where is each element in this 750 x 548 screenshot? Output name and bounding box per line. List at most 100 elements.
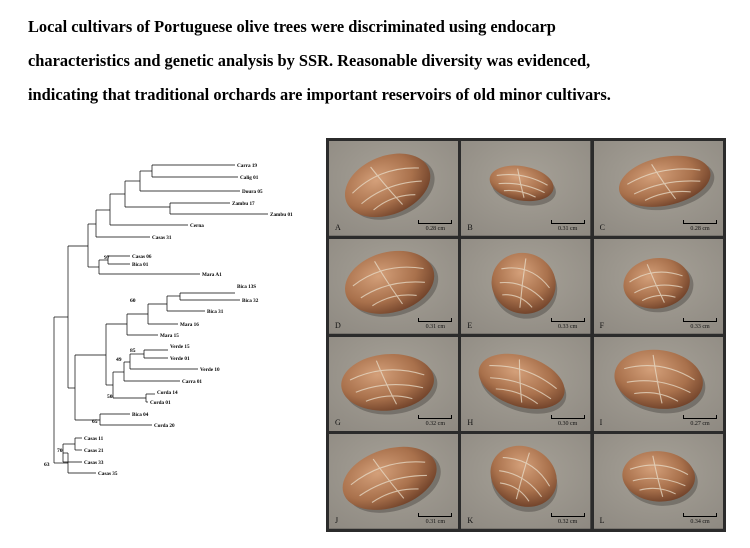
taxon-label: Corda 20 <box>154 423 175 429</box>
bootstrap-value: 97 <box>104 255 110 261</box>
taxon-label: Zambu 17 <box>232 201 255 207</box>
endocarp-photo: C 0.28 cm <box>593 141 723 236</box>
panel-letter: E <box>467 320 473 330</box>
scale-bar-label: 0.28 cm <box>690 225 710 232</box>
endocarp-image <box>593 238 723 334</box>
abstract-line-1: Local cultivars of Portuguese olive tree… <box>28 17 556 36</box>
endocarp-image <box>329 141 459 236</box>
panel-letter: A <box>335 222 341 232</box>
endocarp-image <box>329 238 459 334</box>
scale-bar-label: 0.32 cm <box>557 519 578 525</box>
panel-letter: F <box>599 320 605 330</box>
scale-bar-label: 0.33 cm <box>557 323 578 330</box>
scale-bar-label: 0.34 cm <box>690 519 710 525</box>
taxon-label: Casas 11 <box>84 436 104 442</box>
taxon-label: Calig 01 <box>240 175 259 181</box>
taxon-label: Casas 33 <box>84 460 104 466</box>
graphical-abstract-text: Local cultivars of Portuguese olive tree… <box>28 10 728 112</box>
taxon-label: Casas 21 <box>84 448 104 454</box>
scale-bar-line <box>550 317 585 322</box>
taxon-label: Mara 16 <box>180 322 199 328</box>
endocarp-image <box>593 336 723 432</box>
scale-bar-label: 0.30 cm <box>557 421 578 428</box>
scale-bar-label: 0.31 cm <box>425 323 445 330</box>
scale-bar-line <box>682 219 717 224</box>
endocarp-image <box>461 141 591 236</box>
bootstrap-value: 65 <box>92 419 98 425</box>
taxon-label: Carra 19 <box>237 163 257 169</box>
endocarp-photo: B 0.31 cm <box>461 141 591 236</box>
bootstrap-value: 63 <box>44 462 50 468</box>
scale-bar-line <box>418 317 453 322</box>
scale-bar-line <box>682 317 717 322</box>
scale-bar: 0.33 cm <box>682 316 717 330</box>
taxon-label: Mara A1 <box>202 272 222 278</box>
taxon-label: Zambu 01 <box>270 212 293 218</box>
scale-bar: 0.28 cm <box>418 218 453 232</box>
bootstrap-value: 70 <box>57 448 63 454</box>
scale-bar: 0.31 cm <box>550 218 585 232</box>
scale-bar: 0.31 cm <box>418 316 453 330</box>
taxon-label: Casas 35 <box>98 471 118 477</box>
scale-bar: 0.32 cm <box>418 413 453 427</box>
panel-letter: K <box>467 516 474 525</box>
scale-bar-label: 0.28 cm <box>425 225 445 232</box>
scale-bar-line <box>418 219 453 224</box>
abstract-line-2: characteristics and genetic analysis by … <box>28 51 591 70</box>
dendrogram-branches <box>53 164 268 474</box>
endocarp-image <box>461 336 591 432</box>
taxon-label: Cerna <box>190 223 204 229</box>
scale-bar: 0.32 cm <box>550 511 585 525</box>
endocarp-photo: F 0.33 cm <box>593 238 723 334</box>
bootstrap-value: 50 <box>107 394 113 400</box>
scale-bar-line <box>418 415 453 420</box>
scale-bar: 0.34 cm <box>682 511 717 525</box>
taxon-label: Verde 10 <box>200 367 220 373</box>
taxon-label: Casas 06 <box>132 254 152 260</box>
panel-letter: C <box>599 222 605 232</box>
endocarp-photo: A 0.28 cm <box>329 141 459 236</box>
abstract-line-3: indicating that traditional orchards are… <box>28 85 611 104</box>
bootstrap-value: 49 <box>116 357 122 363</box>
taxon-label: Corda 01 <box>150 400 171 406</box>
scale-bar: 0.28 cm <box>682 218 717 232</box>
scale-bar-line <box>550 513 585 517</box>
endocarp-photo: G 0.32 cm <box>329 336 459 432</box>
endocarp-photo-grid: A 0.28 cm B 0.31 cm C 0.28 cm D 0.31 cm E 0.33 cm… <box>326 138 726 532</box>
scale-bar-label: 0.27 cm <box>690 421 710 428</box>
bootstrap-value: 85 <box>130 348 136 354</box>
scale-bar-label: 0.31 cm <box>557 225 578 232</box>
taxon-label: Corda 14 <box>157 390 178 396</box>
taxon-label: Verde 01 <box>170 356 190 362</box>
endocarp-photo: J 0.31 cm <box>329 434 459 529</box>
endocarp-photo: I 0.27 cm <box>593 336 723 432</box>
scale-bar: 0.30 cm <box>550 413 585 427</box>
endocarp-photo: D 0.31 cm <box>329 238 459 334</box>
scale-bar: 0.27 cm <box>682 413 717 427</box>
scale-bar-label: 0.33 cm <box>690 323 710 330</box>
endocarp-image <box>329 336 459 432</box>
panel-letter: D <box>335 320 341 330</box>
scale-bar-line <box>682 513 717 517</box>
scale-bar-label: 0.32 cm <box>425 421 445 428</box>
scale-bar: 0.33 cm <box>550 316 585 330</box>
taxon-label: Bica 01 <box>132 262 149 268</box>
panel-letter: I <box>599 418 603 428</box>
scale-bar-line <box>682 415 717 420</box>
panel-letter: H <box>467 418 474 428</box>
dendrogram: Carra 19 Calig 01 Doura 05 Zambu 17 Zamb… <box>44 163 293 477</box>
scale-bar: 0.31 cm <box>418 511 453 525</box>
panel-letter: B <box>467 222 473 232</box>
endocarp-image <box>593 141 723 236</box>
taxon-label: Verde 15 <box>170 344 190 350</box>
taxon-label: Bica 13S <box>237 284 256 290</box>
endocarp-image <box>329 434 459 529</box>
panel-letter: G <box>335 418 341 428</box>
endocarp-photo: L 0.34 cm <box>593 434 723 529</box>
taxon-label: Carra 01 <box>182 379 202 385</box>
scale-bar-label: 0.31 cm <box>425 519 445 525</box>
panel-letter: L <box>599 516 605 525</box>
taxon-label: Bica 32 <box>242 298 259 304</box>
scale-bar-line <box>550 415 585 420</box>
endocarp-photo: K 0.32 cm <box>461 434 591 529</box>
